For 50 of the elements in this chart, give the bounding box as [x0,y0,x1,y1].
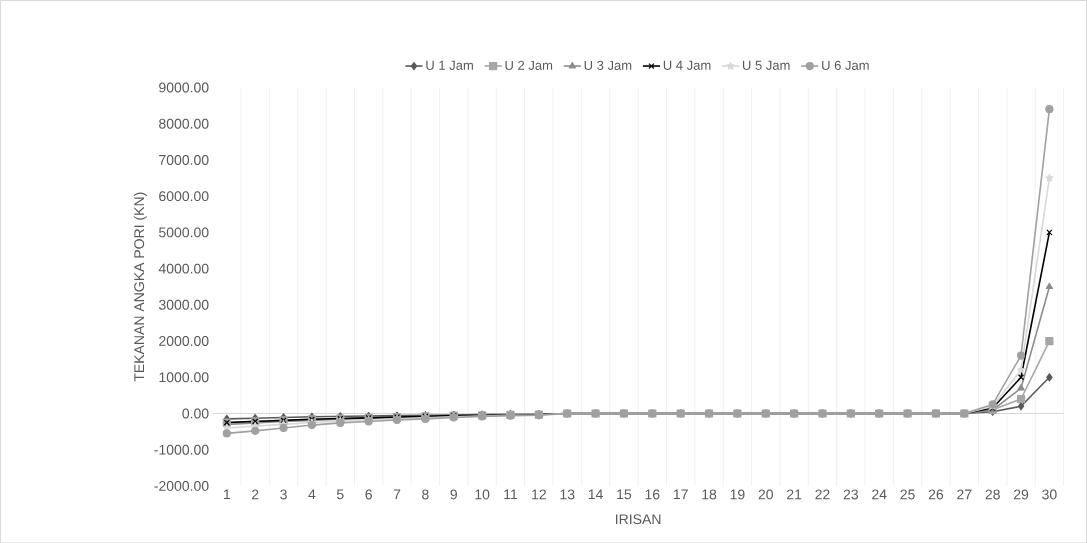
x-tick-label: 25 [900,489,915,500]
x-tick-label: 18 [702,489,717,500]
x-tick-label: 15 [617,489,632,500]
y-tick-label: -1000.00 [154,444,209,455]
y-axis-title: TEKANAN ANGKA PORI (KN) [133,192,147,382]
y-tick-label: 4000.00 [158,263,209,274]
x-tick-label: 16 [645,489,660,500]
x-tick-label: 1 [223,489,231,499]
x-tick-label: 30 [1042,489,1057,500]
y-tick-label: -2000.00 [154,480,209,491]
x-tick-label: 14 [588,489,603,499]
legend-label: U 1 Jam [426,60,473,70]
x-tick-label: 20 [758,489,773,500]
x-tick-label: 5 [336,489,344,500]
x-axis-title: IRISAN [616,514,661,525]
y-tick-label: 3000.00 [158,299,209,310]
x-tick-label: 11 [504,489,518,499]
y-tick-label: 6000.00 [159,191,209,201]
x-tick-label: 6 [365,489,372,500]
x-tick-label: 29 [1013,489,1029,500]
x-tick-label: 7 [393,489,401,499]
legend-label: U 4 Jam [663,60,711,70]
x-tick-label: 24 [872,489,887,500]
x-tick-label: 2 [252,489,259,500]
y-tick-label: 8000.00 [159,118,209,129]
x-tick-label: 28 [985,489,1000,500]
legend-label: U 6 Jam [822,60,869,70]
y-tick-label: 2000.00 [159,335,209,346]
y-tick-label: 0.00 [182,408,209,419]
x-tick-label: 23 [843,489,859,500]
x-tick-label: 17 [673,489,688,499]
y-tick-label: 1000.00 [159,372,209,383]
x-tick-label: 3 [280,489,287,500]
legend-label: U 3 Jam [584,60,632,70]
x-tick-label: 13 [560,489,575,500]
x-tick-label: 21 [787,489,802,500]
x-tick-label: 12 [532,489,546,500]
x-tick-label: 26 [928,489,944,500]
y-tick-label: 7000.00 [159,154,209,165]
x-tick-label: 9 [450,489,457,500]
legend-label: U 5 Jam [742,60,790,70]
x-tick-label: 22 [815,489,830,500]
x-tick-label: 8 [422,489,429,500]
y-tick-label: 5000.00 [159,227,209,238]
y-tick-label: 9000.00 [159,82,209,93]
x-tick-label: 4 [308,489,316,499]
x-tick-label: 27 [957,489,972,500]
x-tick-label: 10 [475,489,490,500]
legend-label: U 2 Jam [505,60,553,70]
x-tick-label: 19 [730,489,745,500]
